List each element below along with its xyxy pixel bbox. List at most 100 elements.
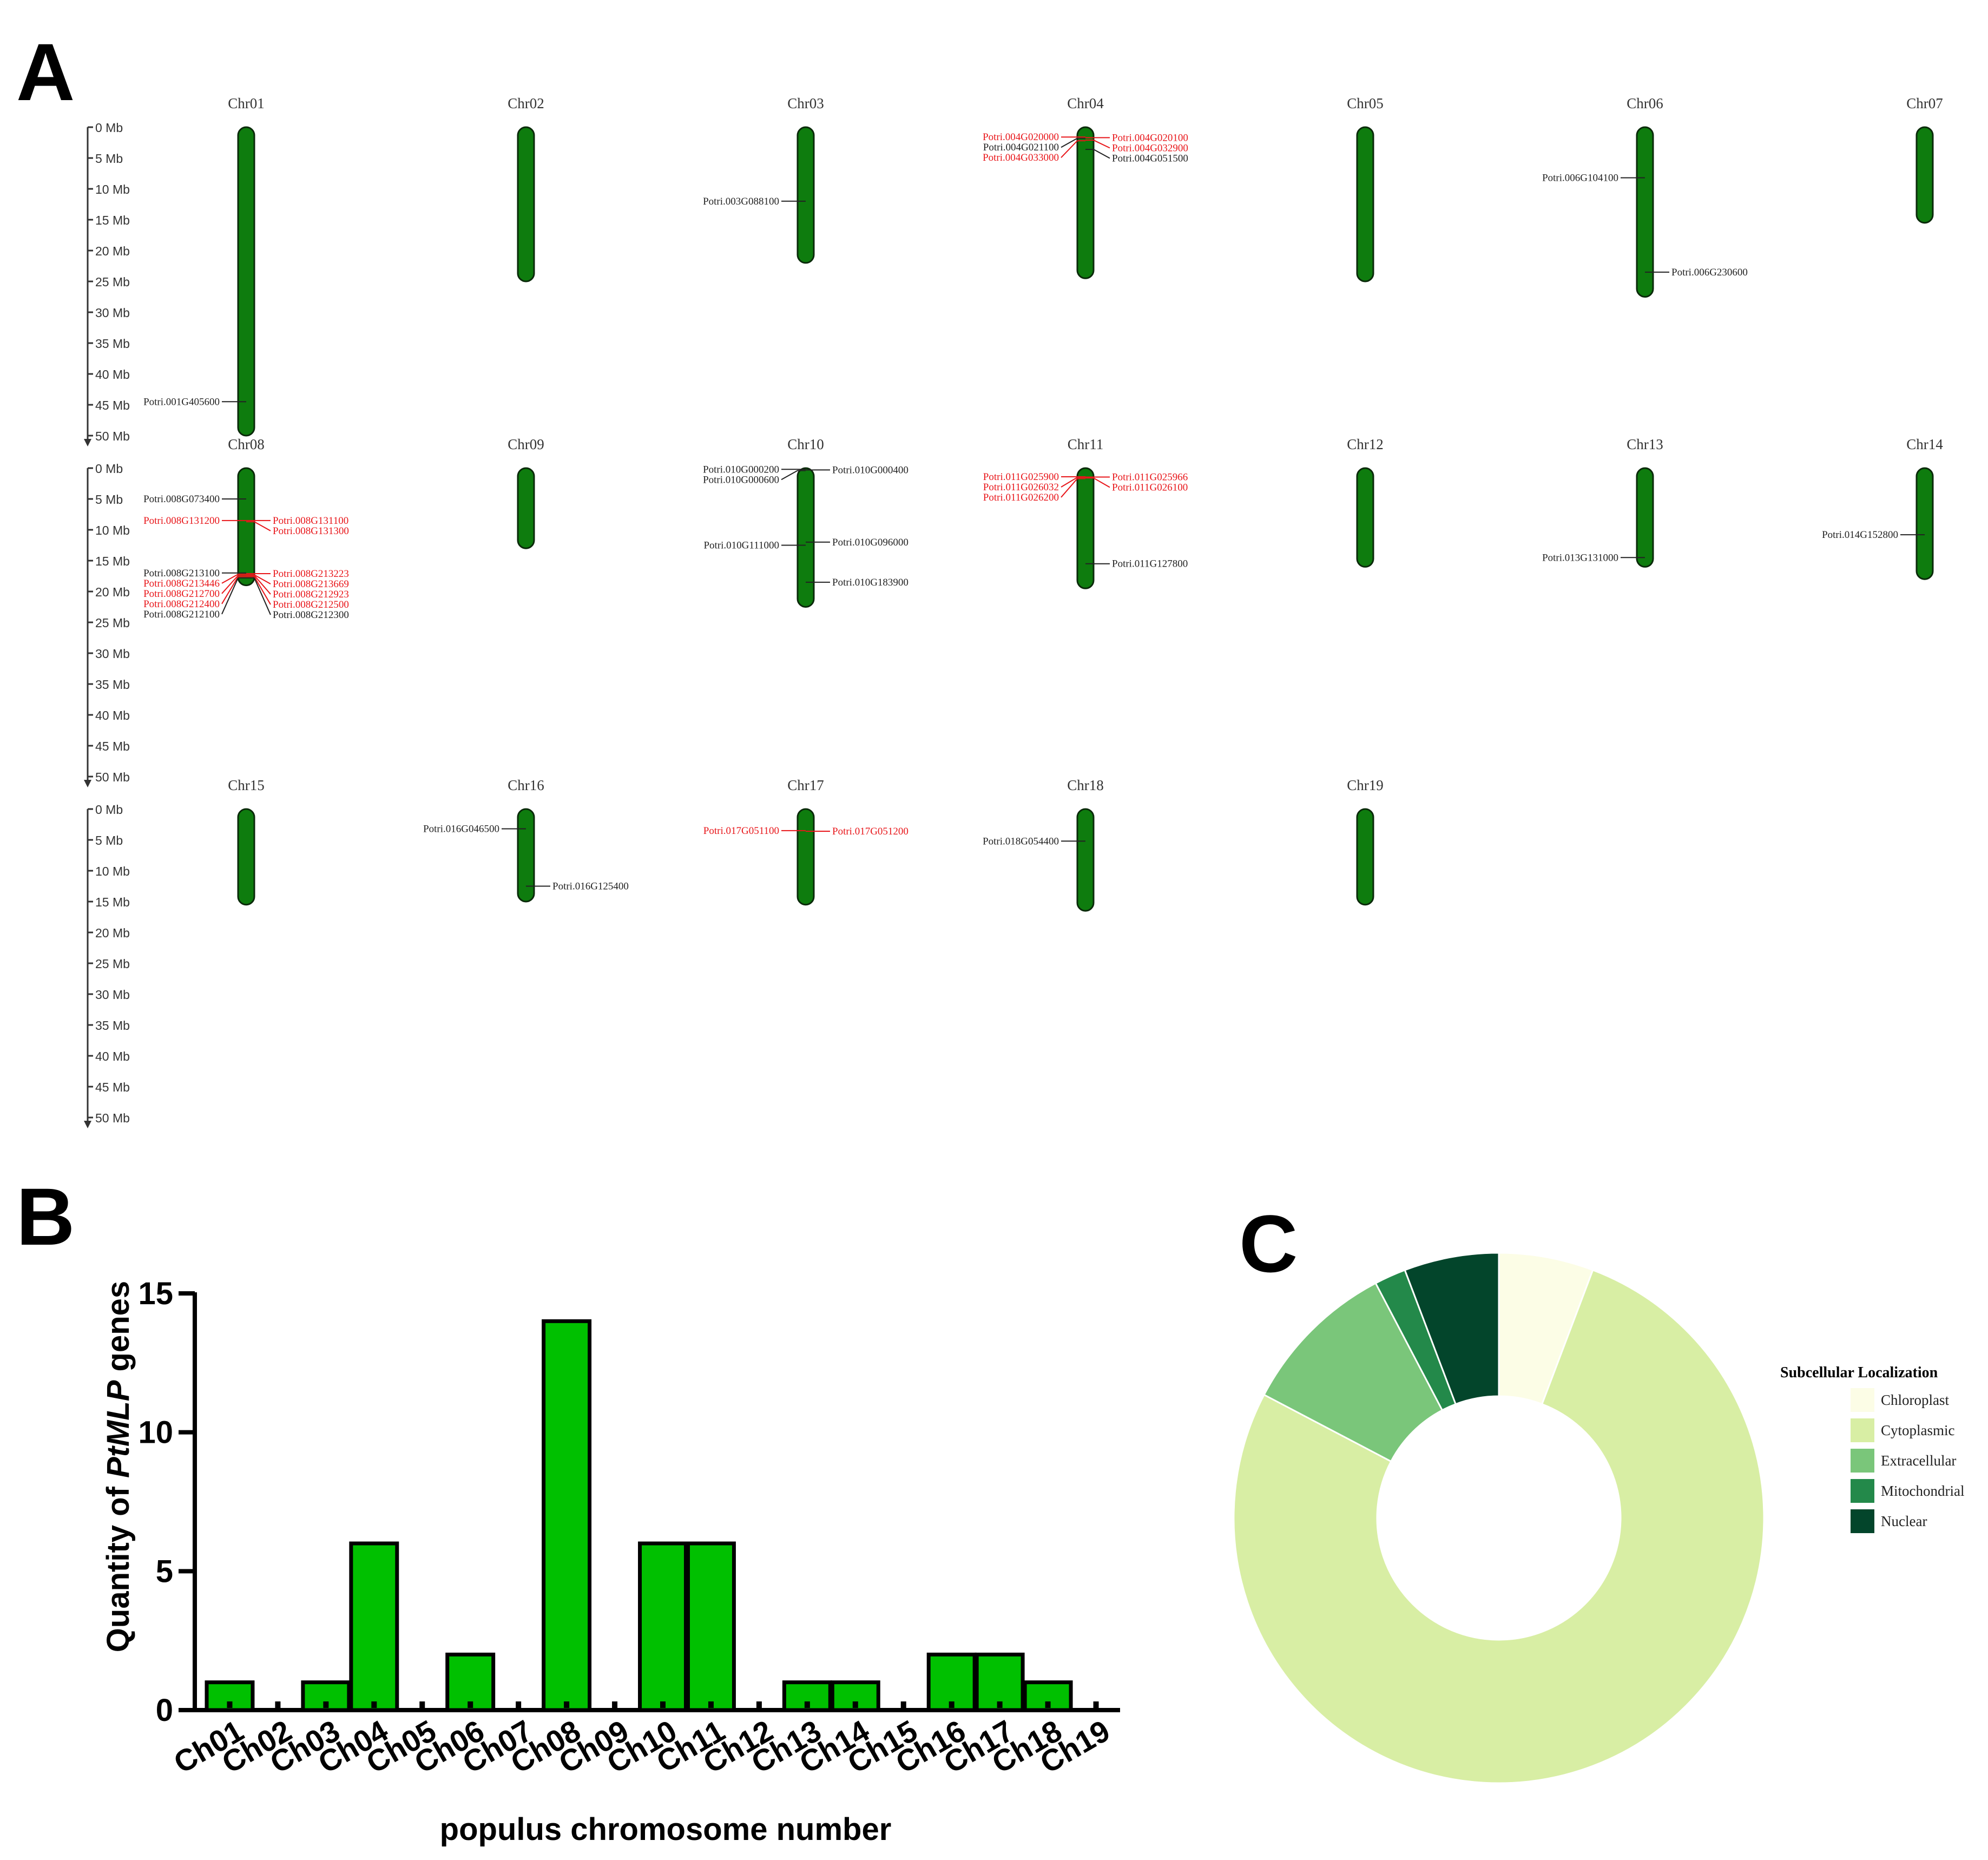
chromosome-label: Chr19 [1347,777,1384,793]
scale-tick-label: 40 Mb [95,708,130,722]
donut-slice [1263,1282,1444,1463]
bar-chart-x-axis-label: populus chromosome number [440,1812,892,1847]
gene-label: Potri.008G212100 [143,609,220,620]
donut-slice [1404,1252,1500,1405]
bar-chart-x-tick [756,1701,762,1708]
gene-label: Potri.017G051100 [703,825,779,837]
bar-chart-x-tick [900,1701,906,1708]
gene-label: Potri.011G026032 [983,482,1059,493]
gene-connector [221,574,239,584]
gene-label: Potri.008G212923 [273,589,349,600]
gene-label: Potri.014G152800 [1822,529,1898,541]
chromosome-bar [1076,808,1095,912]
gene-connector [254,575,271,595]
scale-tick-label: 30 Mb [95,647,130,661]
bar-chart-x-tick [323,1701,329,1708]
scale-tick-label: 0 Mb [95,803,123,817]
bar-chart-x-tick [371,1701,377,1708]
gene-label: Potri.010G000200 [703,464,779,475]
scale-tick-label: 10 Mb [95,182,130,196]
bar-chart-x-tick [227,1701,233,1708]
chromosome-bar [1915,126,1934,224]
chromosome-label: Chr14 [1906,436,1943,452]
chromosome-map: 0 Mb 5 Mb 10 Mb 15 Mb 20 Mb 25 Mb 30 Mb 35 Mb 40… [84,95,1943,1128]
scale-tick-label: 0 Mb [95,462,123,476]
donut-chart: Subcellular Localization Chloroplast Cyto… [1233,1252,1964,1784]
scale-tick-label: 20 Mb [95,926,130,940]
gene-label: Potri.011G025900 [983,471,1059,483]
scale-tick-label: 30 Mb [95,988,130,1002]
gene-label: Potri.003G088100 [703,196,779,207]
scale-tick-label: 30 Mb [95,306,130,320]
gene-label: Potri.004G021100 [983,142,1059,153]
panel-b-label: B [16,1171,75,1262]
chromosome-bar [517,126,535,282]
chromosome-label: Chr04 [1067,95,1104,111]
gene-label: Potri.011G026100 [1112,482,1188,494]
gene-label: Potri.016G125400 [552,881,629,892]
gene-label: Potri.011G026200 [983,492,1059,503]
chromosome-label: Chr08 [228,436,265,452]
scale-tick-label: 15 Mb [95,895,130,909]
bar-chart-x-tick [564,1701,570,1708]
chromosome-bar [1356,808,1374,906]
gene-label: Potri.010G000600 [703,474,779,485]
donut-legend-title: Subcellular Localization [1780,1364,1938,1381]
chromosome-bar [1915,467,1934,580]
gene-label: Potri.008G212500 [273,599,349,610]
chromosome-bar [237,467,255,587]
donut-legend-swatch [1851,1418,1874,1442]
gene-connector [221,576,239,604]
gene-label: Potri.001G405600 [143,396,220,408]
gene-label: Potri.004G020000 [983,132,1059,143]
gene-connector [221,575,239,594]
chromosome-label: Chr03 [787,95,824,111]
chromosome-label: Chr12 [1347,436,1384,452]
gene-label: Potri.018G054400 [983,836,1059,847]
panel-c-label: C [1239,1198,1298,1289]
chromosome-label: Chr18 [1067,777,1104,793]
gene-label: Potri.008G213100 [143,568,220,579]
donut-legend-swatch [1851,1479,1874,1503]
gene-label: Potri.008G073400 [143,494,220,505]
gene-label: Potri.016G046500 [423,823,499,834]
bar-chart-x-tick [468,1701,473,1708]
scale-tick-label: 20 Mb [95,585,130,599]
bar-chart-bar [830,1680,880,1712]
bar-chart-y-tick-label: 5 [156,1554,173,1589]
chromosome-bar [1636,126,1654,298]
gene-label: Potri.017G051200 [832,826,909,837]
gene-connector [1093,149,1110,159]
bar-chart-y-tick-label: 10 [138,1415,173,1450]
gene-label: Potri.008G212700 [143,588,220,600]
scale-tick-label: 20 Mb [95,244,130,258]
scale-tick-label: 35 Mb [95,337,130,351]
chromosome-label: Chr15 [228,777,265,793]
bar-chart-x-tick [419,1701,425,1708]
gene-label: Potri.010G000400 [832,464,909,476]
scale-tick-label: 0 Mb [95,121,123,135]
chromosome-label: Chr11 [1068,436,1104,452]
gene-label: Potri.008G212300 [273,609,349,621]
gene-label: Potri.013G131000 [1542,552,1618,563]
bar-chart-bar [301,1680,351,1712]
chromosome-label: Chr13 [1627,436,1663,452]
donut-legend-label: Nuclear [1881,1513,1927,1529]
bar-chart-bar [349,1541,399,1712]
scale-tick-label: 5 Mb [95,152,123,166]
bar-chart-x-tick [949,1701,954,1708]
donut-legend-swatch [1851,1388,1874,1412]
gene-connector [1093,477,1110,488]
gene-connector [1061,137,1078,148]
scale-tick-label: 40 Mb [95,367,130,382]
chromosome-bar [796,808,815,906]
donut-slice [1233,1269,1765,1784]
gene-label: Potri.011G127800 [1112,558,1188,570]
donut-legend-label: Chloroplast [1881,1392,1949,1408]
bar-chart: Quantity of PtMLP genes populus chromoso… [101,1276,1120,1847]
chromosome-bar [237,808,255,906]
bar-chart-bar [445,1652,496,1712]
gene-label: Potri.006G230600 [1671,267,1748,278]
bar-chart-y-tick-label: 0 [156,1693,173,1728]
